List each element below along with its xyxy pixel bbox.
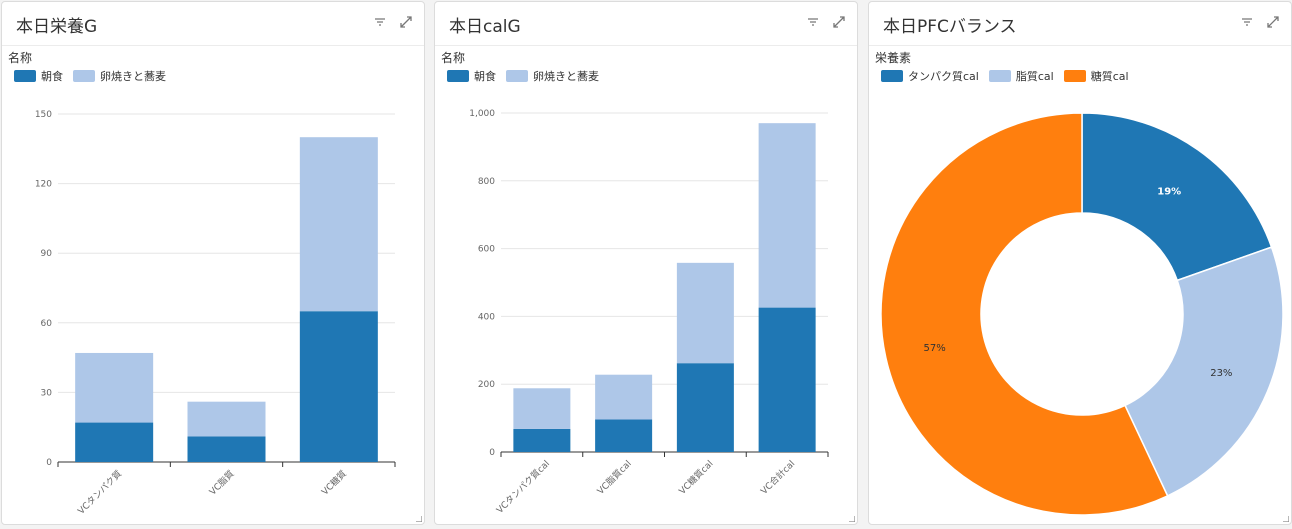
y-tick-label: 400: [478, 312, 495, 322]
bar-segment: [595, 374, 653, 420]
x-tick-label: VC脂質cal: [595, 458, 634, 497]
slice-data-label: 23%: [1210, 368, 1232, 379]
legend-swatch: [14, 70, 36, 82]
y-tick-label: 200: [478, 380, 495, 390]
y-tick-label: 90: [41, 249, 53, 259]
y-tick-label: 600: [478, 245, 495, 255]
legend-swatch: [447, 70, 469, 82]
bar-segment: [299, 137, 378, 312]
legend-item-lunch[interactable]: 卵焼きと蕎麦: [73, 68, 166, 84]
y-tick-label: 150: [35, 110, 52, 120]
y-tick-label: 0: [46, 458, 52, 468]
expand-icon[interactable]: [398, 14, 414, 30]
slice-data-label: 19%: [1157, 187, 1181, 198]
legend-swatch: [1063, 70, 1086, 82]
donut-chart: 19% 23% 57%: [880, 112, 1284, 516]
legend-swatch: [73, 70, 95, 82]
x-tick-label: VC糖質cal: [676, 458, 715, 497]
expand-icon[interactable]: [831, 14, 847, 30]
bar-segment: [758, 123, 816, 308]
y-tick-label: 800: [478, 177, 495, 187]
stacked-bar-chart: 0 30 60 90 120 150 VCタンパク質 VC脂質 VC糖質: [35, 110, 396, 517]
donut-slice: [880, 112, 1169, 516]
header-divider: [869, 45, 1291, 46]
bar-segment: [187, 401, 266, 437]
legend-label: 糖質cal: [1090, 70, 1129, 83]
bar-segment: [513, 388, 571, 429]
legend-swatch: [881, 70, 903, 82]
legend: タンパク質cal 脂質cal 糖質cal: [881, 68, 1129, 84]
y-tick-label: 120: [35, 180, 52, 190]
legend: 朝食 卵焼きと蕎麦: [14, 68, 166, 84]
legend-swatch: [988, 70, 1011, 82]
bar-segment: [75, 422, 154, 462]
legend-item-carb[interactable]: 糖質cal: [1063, 68, 1129, 84]
legend-label: 朝食: [474, 70, 496, 83]
y-tick-label: 1,000: [469, 109, 495, 119]
expand-icon[interactable]: [1265, 14, 1281, 30]
legend-title: 名称: [441, 51, 466, 65]
x-tick-label: VC脂質: [207, 468, 237, 498]
panel-title: 本日栄養G: [16, 17, 98, 37]
bar-segment: [75, 352, 154, 423]
legend-item-breakfast[interactable]: 朝食: [14, 68, 63, 84]
panel-title: 本日PFCバランス: [883, 17, 1017, 37]
legend-item-lunch[interactable]: 卵焼きと蕎麦: [506, 68, 599, 84]
donut-slice: [1081, 112, 1273, 282]
legend-label: 卵焼きと蕎麦: [533, 70, 599, 83]
resize-handle-icon[interactable]: [416, 516, 422, 522]
header-divider: [2, 45, 424, 46]
y-tick-label: 60: [41, 319, 53, 329]
panel-nutrition-g: 本日栄養G 名称 朝食 卵焼きと蕎麦 0 30 60 90 120 150 VCタンパク質 V…: [1, 1, 425, 525]
resize-handle-icon[interactable]: [1283, 516, 1289, 522]
filter-icon[interactable]: [1239, 14, 1255, 30]
legend-item-protein[interactable]: タンパク質cal: [881, 68, 979, 84]
panel-cal-g: 本日calG 名称 朝食 卵焼きと蕎麦 0 200 400 600 800 1,000 VC…: [434, 1, 858, 525]
stacked-bar-chart: 0 200 400 600 800 1,000 VCタンパク質cal VC脂質cal VC糖質c…: [469, 109, 829, 516]
legend-swatch: [506, 70, 528, 82]
legend: 朝食 卵焼きと蕎麦: [447, 68, 599, 84]
filter-icon[interactable]: [372, 14, 388, 30]
bar-segment: [595, 419, 653, 452]
legend-item-breakfast[interactable]: 朝食: [447, 68, 496, 84]
legend-label: 朝食: [41, 70, 63, 83]
slice-data-label: 57%: [924, 343, 946, 354]
resize-handle-icon[interactable]: [849, 516, 855, 522]
bar-segment: [676, 363, 734, 452]
legend-label: 卵焼きと蕎麦: [100, 70, 166, 83]
y-tick-label: 30: [41, 388, 53, 398]
legend-title: 栄養素: [875, 51, 912, 65]
bar-segment: [513, 428, 571, 452]
bar-segment: [187, 436, 266, 462]
panel-pfc-balance: 本日PFCバランス 栄養素 タンパク質cal 脂質cal 糖質cal 19% 23…: [868, 1, 1292, 525]
donut-slice: [1124, 246, 1284, 497]
x-tick-label: VC糖質: [319, 468, 349, 498]
bar-segment: [676, 262, 734, 364]
x-tick-label: VC合計cal: [758, 458, 797, 497]
legend-label: 脂質cal: [1015, 70, 1054, 83]
x-tick-label: VCタンパク質cal: [494, 458, 552, 516]
x-tick-label: VCタンパク質: [75, 468, 124, 517]
bar-segment: [299, 311, 378, 462]
legend-item-fat[interactable]: 脂質cal: [988, 68, 1054, 84]
y-tick-label: 0: [489, 448, 495, 458]
legend-label: タンパク質cal: [908, 70, 979, 83]
legend-title: 名称: [8, 51, 33, 65]
bar-segment: [758, 307, 816, 452]
header-divider: [435, 45, 857, 46]
panel-title: 本日calG: [449, 17, 521, 37]
filter-icon[interactable]: [805, 14, 821, 30]
